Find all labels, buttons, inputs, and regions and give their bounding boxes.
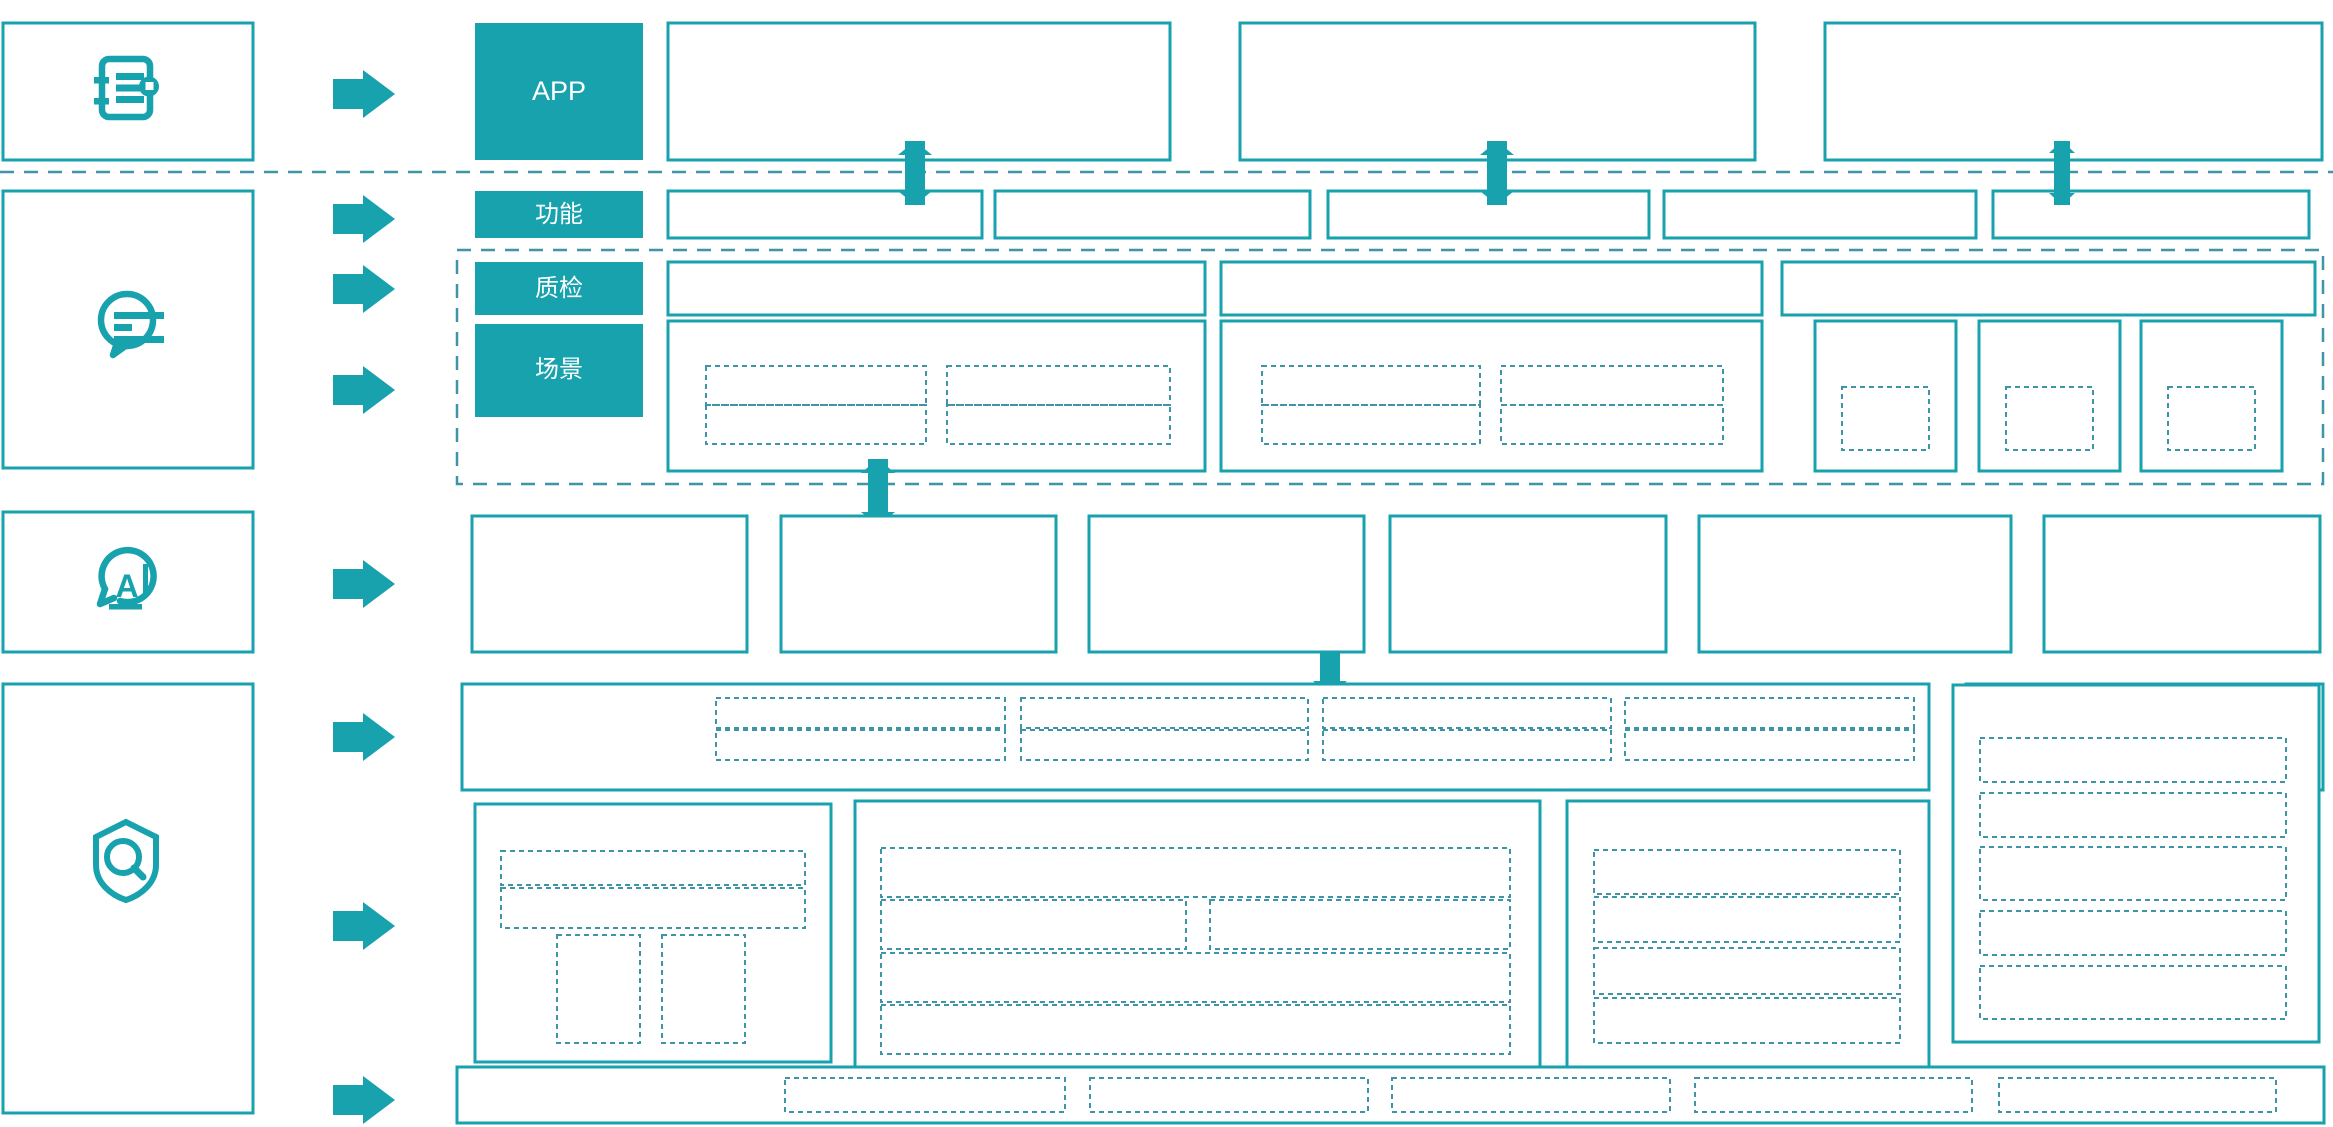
svg-text:A: A: [115, 568, 138, 604]
svg-text:质检: 质检: [535, 275, 583, 302]
svg-text:功能: 功能: [535, 201, 583, 228]
svg-text:场景: 场景: [535, 356, 583, 383]
svg-text:APP: APP: [532, 76, 586, 106]
